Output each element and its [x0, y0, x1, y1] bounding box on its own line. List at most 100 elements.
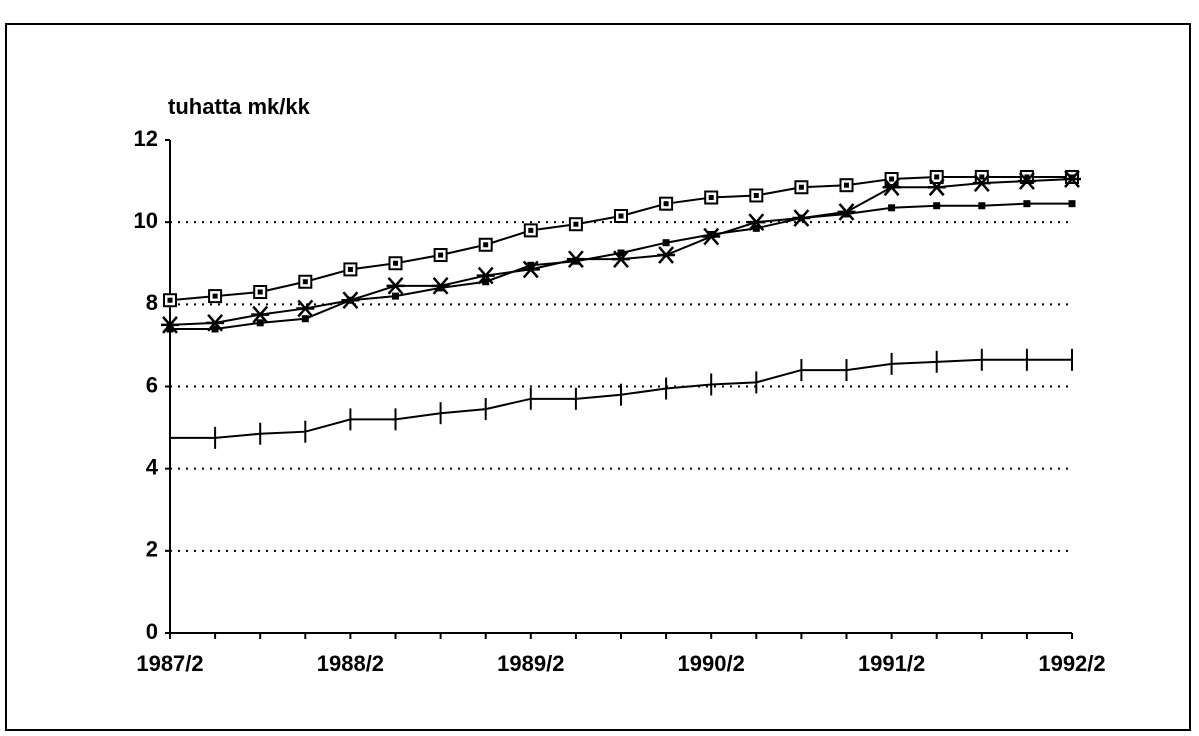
- point: [251, 305, 270, 324]
- point: [749, 188, 764, 203]
- marker-dot: [798, 184, 804, 190]
- marker: [256, 319, 264, 327]
- point: [614, 209, 628, 224]
- marker: [978, 202, 986, 210]
- point: [839, 178, 854, 193]
- point: [933, 202, 941, 210]
- marker: [797, 214, 805, 222]
- marker: [1063, 170, 1081, 188]
- marker: [301, 315, 309, 323]
- marker: [527, 261, 535, 269]
- point: [253, 285, 268, 300]
- marker-dot: [302, 279, 308, 285]
- marker: [1023, 200, 1031, 208]
- point: [343, 262, 358, 277]
- point: [296, 299, 315, 318]
- marker: [933, 202, 941, 210]
- marker-dot: [347, 266, 353, 272]
- point: [527, 261, 535, 269]
- point: [433, 248, 448, 263]
- marker-dot: [483, 242, 489, 248]
- marker: [1068, 200, 1076, 208]
- point: [568, 217, 583, 232]
- marker-dot: [528, 227, 534, 233]
- point: [972, 174, 991, 192]
- marker-dot: [844, 182, 849, 188]
- point: [797, 214, 805, 222]
- y-tick-label: 6: [146, 372, 158, 397]
- marker: [662, 239, 670, 247]
- point: [704, 190, 719, 205]
- marker: [572, 257, 580, 265]
- point: [1068, 200, 1076, 208]
- x-tick-label: 1991/2: [858, 651, 925, 676]
- y-tick-label: 4: [146, 454, 159, 479]
- point: [617, 249, 625, 257]
- marker: [1017, 172, 1036, 190]
- x-tick-label: 1989/2: [497, 651, 564, 676]
- point: [301, 315, 309, 323]
- marker: [927, 178, 946, 197]
- point: [882, 178, 901, 197]
- marker-dot: [1024, 174, 1030, 180]
- x-tick-label: 1988/2: [317, 651, 384, 676]
- marker-dot: [934, 174, 940, 180]
- marker-dot: [753, 192, 759, 198]
- point: [166, 325, 174, 333]
- point: [752, 224, 760, 232]
- y-tick-label: 2: [146, 537, 158, 562]
- marker: [437, 284, 445, 292]
- y-axis-label: tuhatta mk/kk: [168, 94, 311, 119]
- marker: [882, 178, 901, 197]
- point: [437, 284, 445, 292]
- point: [482, 278, 490, 286]
- point: [478, 237, 493, 252]
- point: [392, 292, 399, 300]
- marker-dot: [257, 289, 263, 295]
- y-tick-label: 12: [134, 126, 158, 151]
- x-tick-label: 1992/2: [1038, 651, 1105, 676]
- marker-dot: [573, 221, 579, 227]
- point: [1063, 170, 1081, 188]
- marker: [161, 316, 179, 334]
- marker: [346, 296, 354, 304]
- marker: [843, 210, 850, 218]
- marker: [386, 277, 405, 295]
- marker-dot: [212, 293, 218, 299]
- marker: [707, 230, 715, 238]
- marker: [392, 292, 399, 300]
- marker-dot: [979, 174, 985, 180]
- point: [794, 180, 809, 195]
- point: [1017, 172, 1036, 190]
- marker-dot: [889, 176, 895, 182]
- marker: [296, 299, 315, 318]
- marker: [251, 305, 270, 324]
- marker: [972, 174, 991, 192]
- point: [208, 289, 223, 304]
- point: [707, 230, 715, 238]
- y-tick-label: 8: [146, 290, 158, 315]
- marker: [752, 224, 760, 232]
- marker: [166, 325, 174, 333]
- point: [929, 169, 944, 184]
- marker-dot: [438, 252, 444, 258]
- point: [843, 210, 850, 218]
- point: [978, 202, 986, 210]
- x-tick-label: 1990/2: [678, 651, 745, 676]
- point: [523, 223, 538, 238]
- marker-dot: [1069, 174, 1075, 180]
- point: [888, 204, 896, 212]
- point: [386, 277, 405, 295]
- x-tick-label: 1987/2: [136, 651, 203, 676]
- marker: [211, 325, 219, 333]
- marker: [657, 246, 676, 264]
- y-tick-label: 10: [134, 208, 158, 233]
- point: [657, 246, 676, 264]
- marker-dot: [663, 201, 669, 207]
- marker-dot: [708, 195, 714, 201]
- point: [662, 239, 670, 247]
- point: [161, 316, 179, 334]
- marker-dot: [167, 297, 173, 303]
